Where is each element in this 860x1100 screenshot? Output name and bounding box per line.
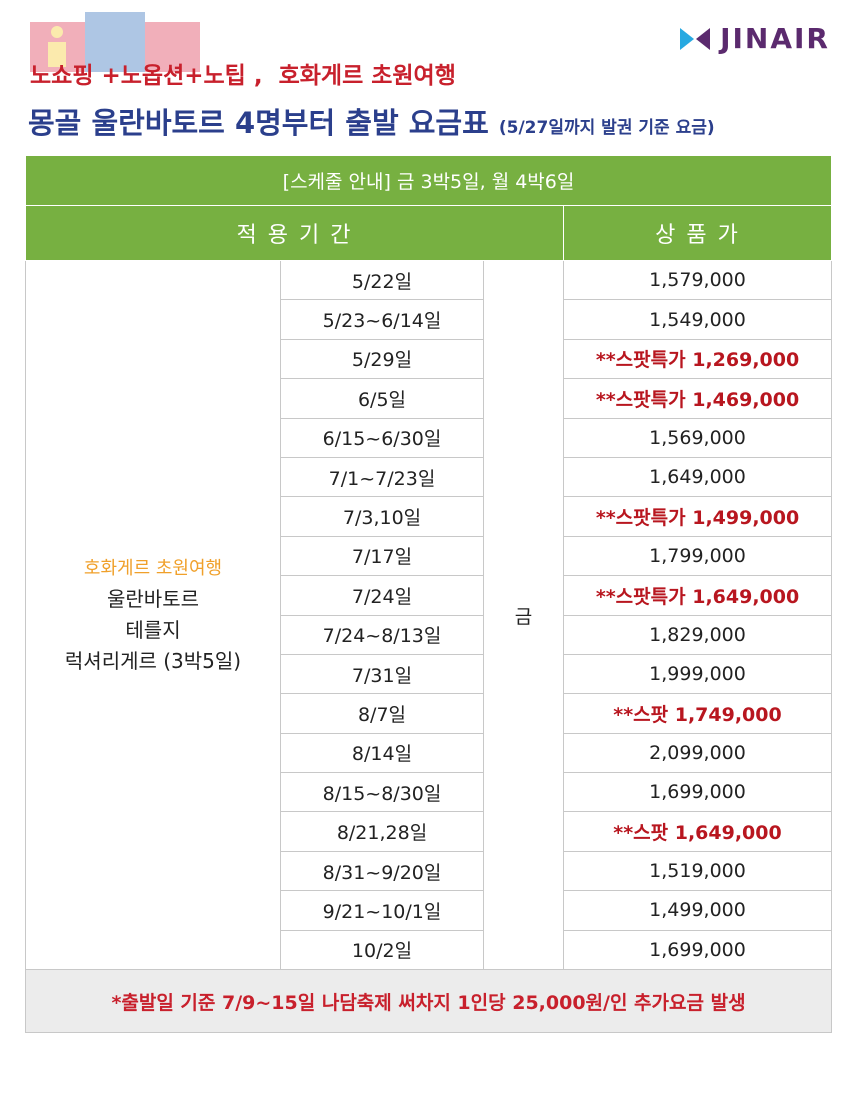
product-highlight: 호화게르 초원여행	[83, 558, 223, 580]
price-cell: 1,499,000	[562, 890, 833, 931]
fare-row: 6/5일 **스팟특가 1,469,000	[26, 378, 833, 419]
flag-decoration	[30, 12, 200, 72]
date-cell: 8/14일	[280, 732, 484, 774]
date-cell: 9/21~10/1일	[280, 890, 484, 931]
price-cell: **스팟특가 1,469,000	[562, 378, 833, 419]
date-cell: 6/5일	[280, 378, 484, 419]
price-cell: 1,649,000	[562, 456, 833, 498]
date-cell: 5/29일	[280, 338, 484, 380]
title-note: (5/27일까지 발권 기준 요금)	[498, 118, 715, 138]
fare-row: 8/31~9/20일 1,519,000	[26, 850, 833, 892]
header-cell: 적 용 기 간	[25, 205, 564, 261]
fare-row: 9/21~10/1일 1,499,000	[26, 890, 833, 931]
fare-row: 8/7일 **스팟 1,749,000	[26, 693, 833, 734]
schedule: [스케줄 안내] 금 3박5일, 월 4박6일	[24, 155, 833, 206]
price-cell: 1,699,000	[562, 929, 833, 971]
price-cell: 1,569,000	[562, 417, 833, 458]
price-cell: 2,099,000	[562, 732, 833, 774]
price-cell: 1,579,000	[562, 259, 833, 301]
date-cell: 8/7일	[280, 693, 484, 734]
fare-row: 6/15~6/30일 1,569,000	[26, 417, 833, 458]
footnote-row: *출발일 기준 7/9~15일 나담축제 써차지 1인당 25,000원/인 추…	[24, 969, 833, 1034]
fare-row: 호화게르 초원여행 울란바토르 테를지 럭셔리게르 (3박5일) 5/22일 금 1,579…	[25, 259, 833, 971]
price-cell: **스팟 1,749,000	[562, 693, 833, 734]
date-cell: 7/3,10일	[280, 496, 484, 537]
price-cell: **스팟특가 1,269,000	[562, 338, 833, 380]
tagline: 노쇼핑 +노옵션+노팁 , 호화게르 초원여행	[30, 63, 456, 89]
title: 몽골 울란바토르 4명부터 출발 요금표 (5/27일까지 발권 기준 요금)	[28, 100, 715, 142]
logo-text: JINAIR	[720, 22, 830, 55]
schedule-row: [스케줄 안내] 금 3박5일, 월 4박6일	[24, 155, 833, 206]
product-line: 럭셔리게르 (3박5일)	[64, 649, 242, 674]
price-cell: **스팟특가 1,649,000	[562, 575, 833, 616]
date-cell: 7/1~7/23일	[280, 456, 484, 498]
fare-row: 7/17일 1,799,000	[26, 535, 833, 577]
price-cell: 1,549,000	[562, 299, 833, 340]
fare-row: 7/24~8/13일 1,829,000	[26, 614, 833, 655]
price-cell: 1,519,000	[562, 850, 833, 892]
date-cell: 7/24일	[280, 575, 484, 616]
footnote: *출발일 기준 7/9~15일 나담축제 써차지 1인당 25,000원/인 추…	[24, 969, 833, 1034]
day-cell: 금	[483, 259, 564, 971]
fare-row: 8/14일 2,099,000	[26, 732, 833, 774]
fare-row: 7/3,10일 **스팟특가 1,499,000	[26, 496, 833, 537]
product-line: 울란바토르	[107, 587, 199, 612]
title-text: 몽골 울란바토르 4명부터 출발 요금표	[28, 106, 489, 140]
fare-row: 10/2일 1,699,000	[26, 929, 833, 971]
date-cell: 7/24~8/13일	[280, 614, 484, 655]
fare-row: 7/1~7/23일 1,649,000	[26, 456, 833, 498]
price-cell: 1,699,000	[562, 772, 833, 813]
header-cell: 상 품 가	[562, 205, 833, 261]
date-cell: 10/2일	[280, 929, 484, 971]
product-line: 테를지	[125, 618, 181, 643]
date-cell: 8/21,28일	[280, 811, 484, 852]
date-cell: 7/31일	[280, 653, 484, 695]
price-cell: **스팟특가 1,499,000	[562, 496, 833, 537]
price-cell: 1,829,000	[562, 614, 833, 655]
logo: JINAIR	[678, 22, 830, 55]
fare-row: 5/29일 **스팟특가 1,269,000	[26, 338, 833, 380]
price-cell: 1,799,000	[562, 535, 833, 577]
date-cell: 5/23~6/14일	[280, 299, 484, 340]
logo-icon	[680, 27, 711, 50]
date-cell: 7/17일	[280, 535, 484, 577]
price-cell: **스팟 1,649,000	[562, 811, 833, 852]
fare-row: 7/31일 1,999,000	[26, 653, 833, 695]
date-cell: 8/31~9/20일	[280, 850, 484, 892]
date-cell: 5/22일	[280, 259, 484, 301]
fare-row: 5/23~6/14일 1,549,000	[26, 299, 833, 340]
date-cell: 6/15~6/30일	[280, 417, 484, 458]
price-cell: 1,999,000	[562, 653, 833, 695]
date-cell: 8/15~8/30일	[280, 772, 484, 813]
